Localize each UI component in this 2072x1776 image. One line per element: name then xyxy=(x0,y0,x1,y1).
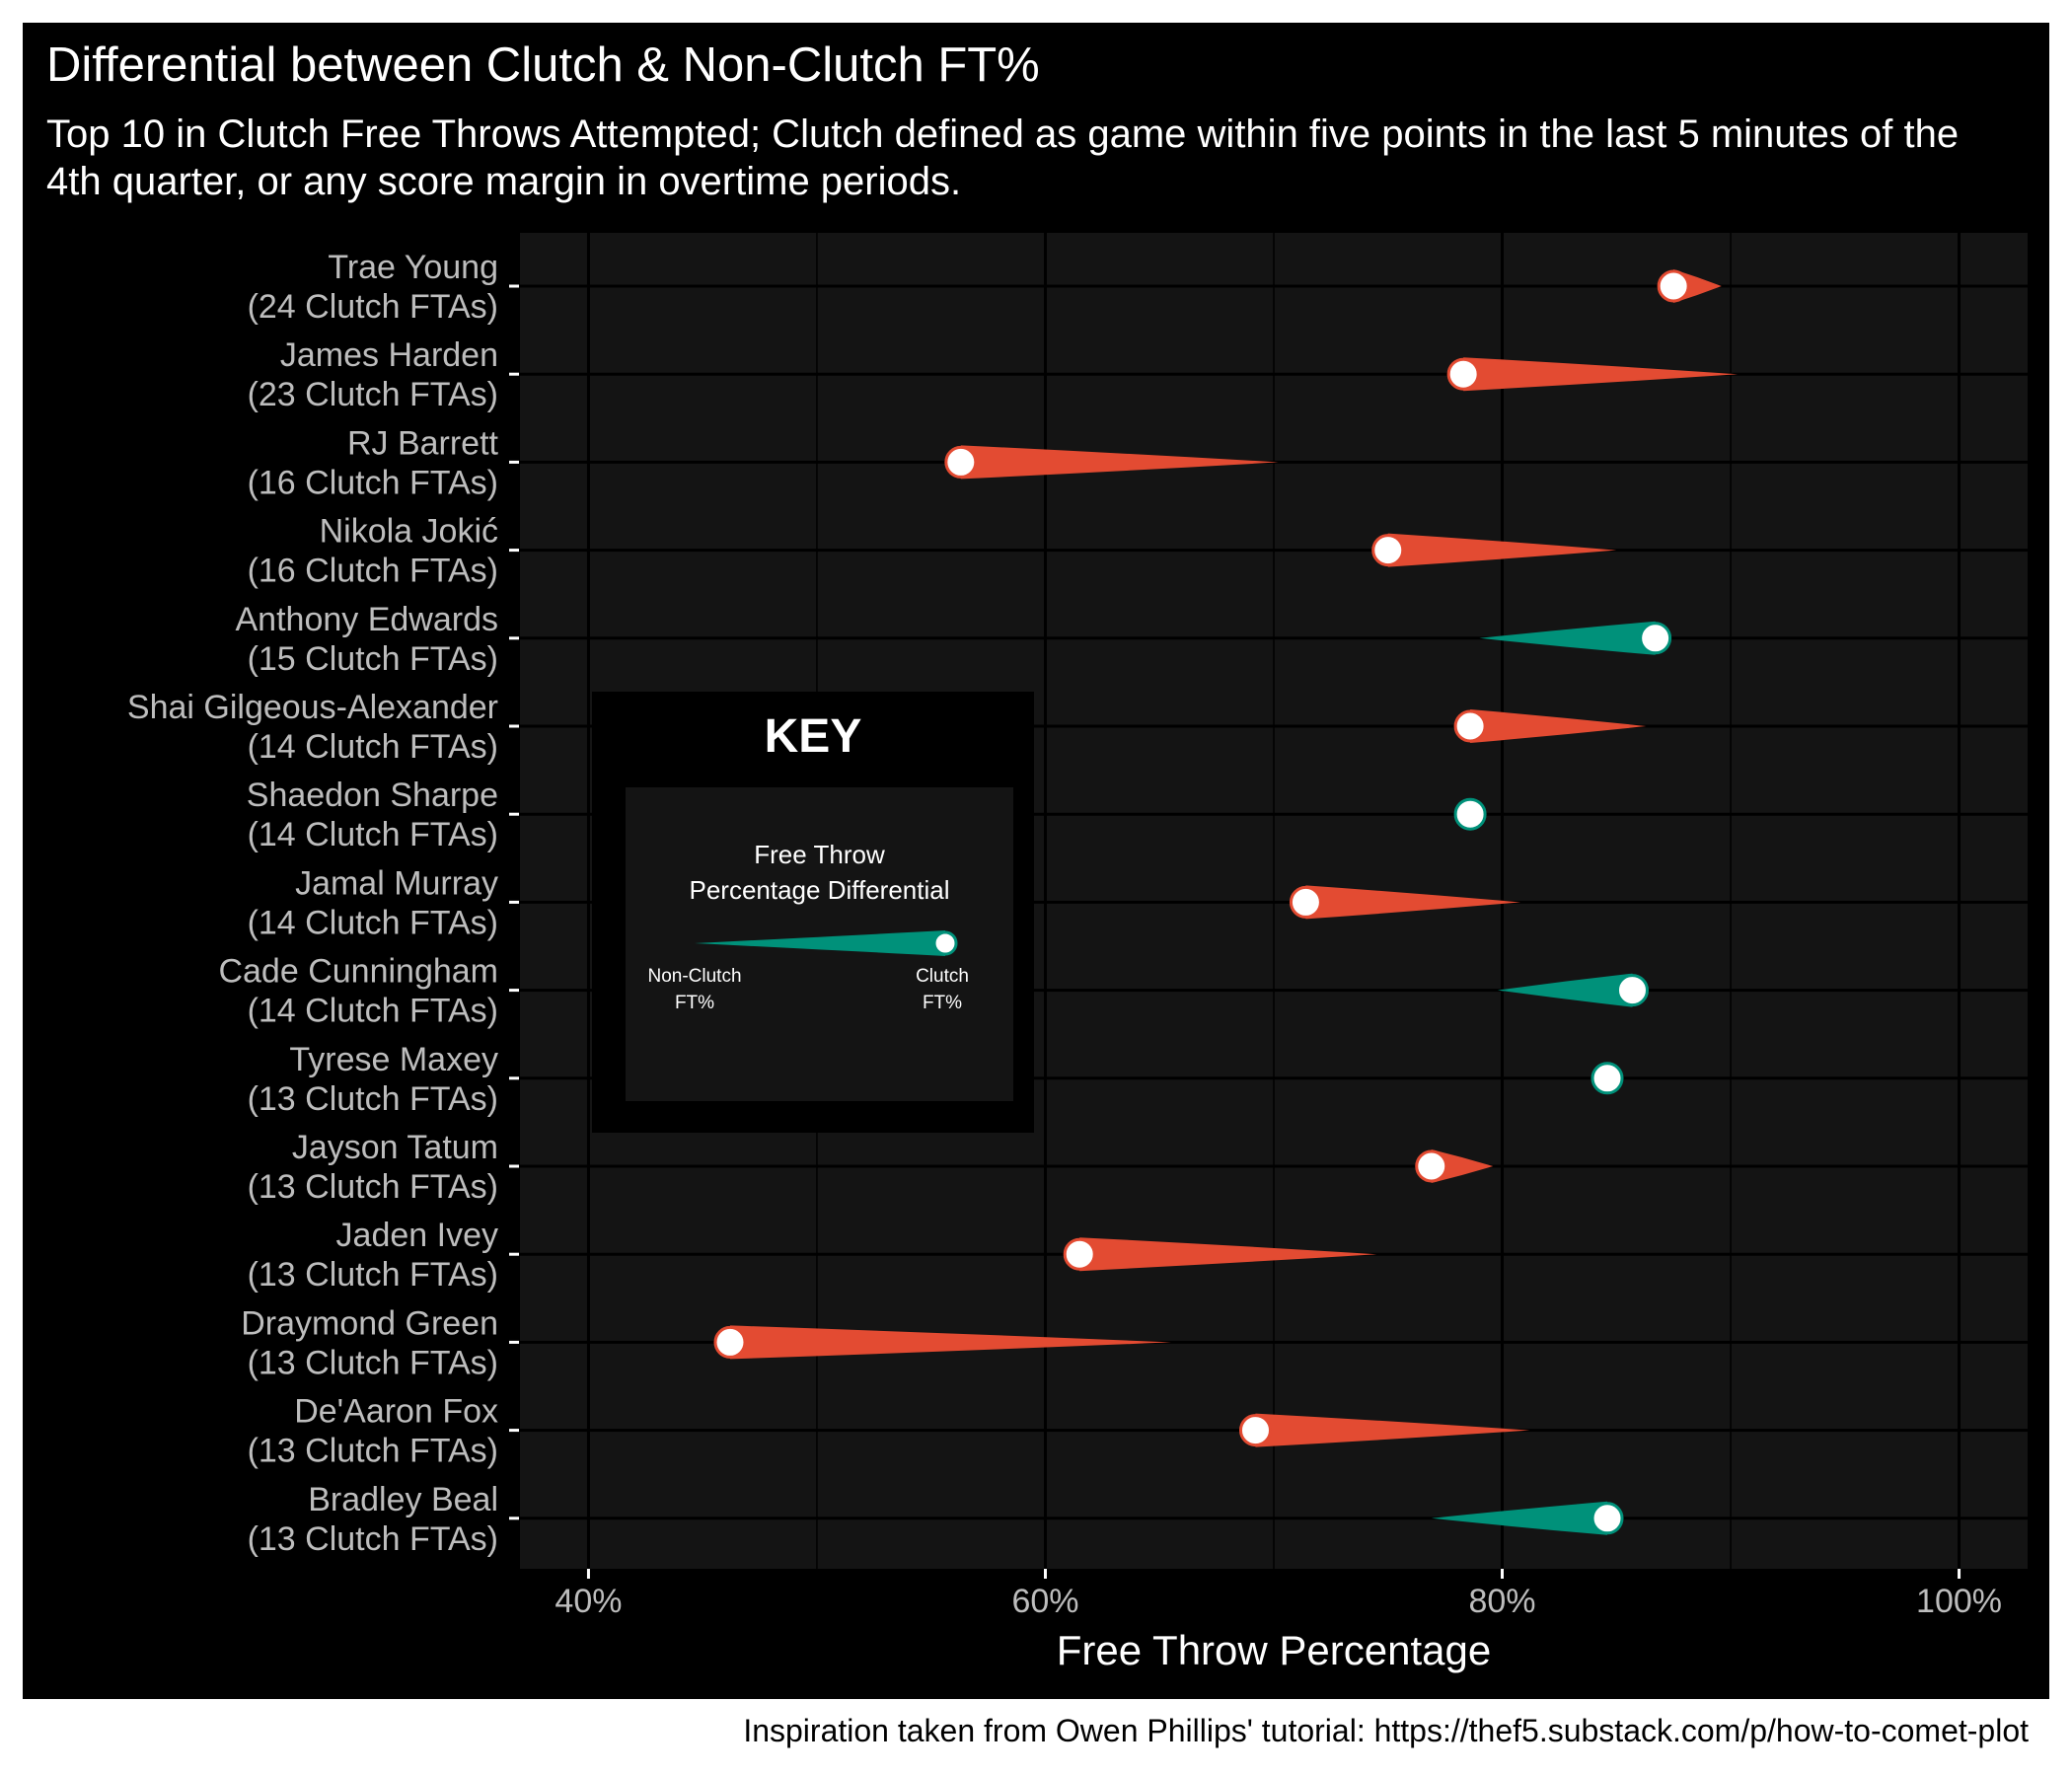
comet-head xyxy=(1453,797,1487,831)
chart-caption: Inspiration taken from Owen Phillips' tu… xyxy=(743,1713,2029,1748)
comet-head xyxy=(1591,1062,1624,1095)
y-tick-label-name: Shaedon Sharpe xyxy=(247,777,498,814)
x-tick-label: 40% xyxy=(555,1583,622,1620)
y-tick-label-name: Nikola Jokić xyxy=(320,513,498,551)
comet-head xyxy=(1615,974,1649,1007)
chart-title: Differential between Clutch & Non-Clutch… xyxy=(46,38,1040,92)
y-tick-label-name: De'Aaron Fox xyxy=(294,1393,498,1431)
key-legend: KEY Free Throw Percentage Differential N… xyxy=(592,692,1034,1133)
x-axis: 40% 60% 80% 100% xyxy=(555,1569,2002,1620)
y-tick-label-fta: (15 Clutch FTAs) xyxy=(248,640,498,678)
key-title: KEY xyxy=(764,710,862,763)
y-tick-label-fta: (14 Clutch FTAs) xyxy=(248,816,498,853)
comet-head xyxy=(1289,885,1322,919)
y-tick-label-name: Shai Gilgeous-Alexander xyxy=(127,689,498,726)
y-tick-label-name: Jamal Murray xyxy=(295,864,498,902)
y-tick-label-name: Bradley Beal xyxy=(308,1481,498,1518)
x-axis-title: Free Throw Percentage xyxy=(1057,1627,1491,1673)
comet-marks xyxy=(713,269,1738,1535)
comet-tail xyxy=(1479,621,1656,655)
y-tick-label-name: Jayson Tatum xyxy=(292,1129,498,1166)
x-tick-label: 100% xyxy=(1916,1583,2002,1620)
comet-head xyxy=(1371,534,1405,567)
y-tick-label-name: Trae Young xyxy=(328,249,498,286)
key-comet-head xyxy=(932,930,958,956)
y-tick-label-fta: (24 Clutch FTAs) xyxy=(248,288,498,326)
comet-tail xyxy=(1431,1149,1494,1183)
x-tick-label: 80% xyxy=(1468,1583,1535,1620)
y-tick-label-fta: (13 Clutch FTAs) xyxy=(248,1080,498,1118)
comet-tail xyxy=(1497,973,1633,1007)
comet-head xyxy=(1415,1149,1448,1183)
y-tick-label-fta: (14 Clutch FTAs) xyxy=(248,993,498,1030)
y-tick-label-name: Draymond Green xyxy=(241,1304,498,1342)
key-heading-line1: Free Throw xyxy=(754,840,885,869)
comet-head xyxy=(1657,269,1690,303)
key-comet-tail xyxy=(695,930,945,956)
y-tick-label-fta: (13 Clutch FTAs) xyxy=(248,1344,498,1381)
comet-tail xyxy=(729,1325,1171,1360)
key-example-comet xyxy=(695,930,958,956)
y-tick-label-name: Tyrese Maxey xyxy=(289,1041,498,1078)
comet-tail xyxy=(1470,709,1647,743)
y-tick-label-fta: (13 Clutch FTAs) xyxy=(248,1168,498,1206)
y-tick-label-name: Jaden Ivey xyxy=(336,1217,498,1254)
comet-head xyxy=(1453,709,1487,743)
key-label-clutch: Clutch FT% xyxy=(916,966,969,1013)
comet-head xyxy=(713,1325,747,1359)
y-tick-label-fta: (14 Clutch FTAs) xyxy=(248,728,498,766)
y-tick-label-fta: (16 Clutch FTAs) xyxy=(248,464,498,501)
comet-tail xyxy=(1463,357,1738,392)
x-tick-label: 60% xyxy=(1011,1583,1078,1620)
comet-head xyxy=(1238,1414,1272,1447)
y-tick-label-name: James Harden xyxy=(280,336,498,374)
comet-tail xyxy=(1431,1501,1608,1535)
comet-head xyxy=(944,445,978,479)
comet-tail xyxy=(960,445,1279,480)
chart-subtitle: Top 10 in Clutch Free Throws Attempted; … xyxy=(46,112,1960,203)
comet-tail xyxy=(1255,1413,1530,1447)
key-panel: Free Throw Percentage Differential Non-C… xyxy=(626,787,1013,1101)
key-heading-line2: Percentage Differential xyxy=(689,875,950,905)
comet-tail xyxy=(1079,1237,1377,1272)
y-axis: Trae Young(24 Clutch FTAs) James Harden(2… xyxy=(127,249,519,1558)
key-heading: Free Throw Percentage Differential xyxy=(626,837,1013,908)
comet-head xyxy=(1446,357,1480,391)
comet-head xyxy=(1591,1502,1624,1535)
key-label-non-clutch: Non-Clutch FT% xyxy=(647,966,742,1013)
y-tick-label-fta: (13 Clutch FTAs) xyxy=(248,1256,498,1294)
y-tick-label-fta: (14 Clutch FTAs) xyxy=(248,904,498,941)
y-tick-label-name: RJ Barrett xyxy=(347,424,499,462)
comet-head xyxy=(1063,1237,1096,1271)
y-tick-label-name: Cade Cunningham xyxy=(218,953,498,991)
comet-tail xyxy=(1305,885,1521,920)
y-tick-label-fta: (13 Clutch FTAs) xyxy=(248,1520,498,1558)
y-tick-label-fta: (23 Clutch FTAs) xyxy=(248,376,498,413)
comet-head xyxy=(1639,622,1672,655)
y-tick-label-fta: (16 Clutch FTAs) xyxy=(248,553,498,590)
comet-tail xyxy=(1387,533,1617,567)
y-tick-label-name: Anthony Edwards xyxy=(236,601,499,638)
y-tick-label-fta: (13 Clutch FTAs) xyxy=(248,1433,498,1470)
